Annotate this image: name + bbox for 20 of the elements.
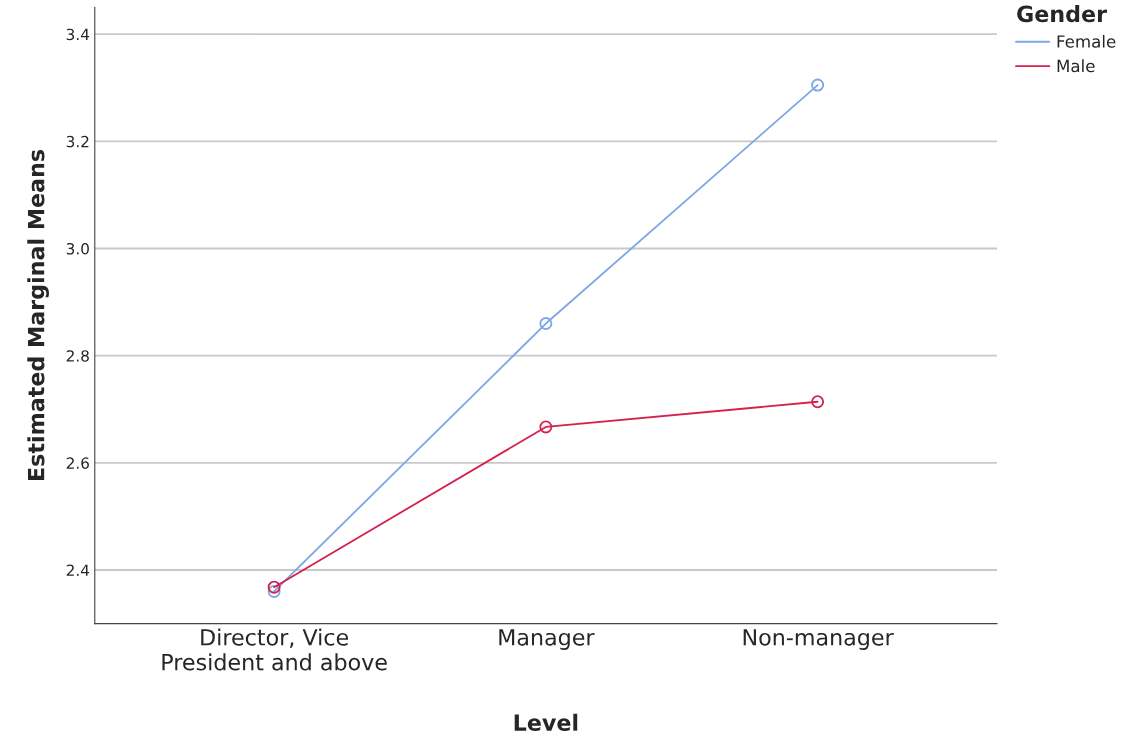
y-tick-label: 3.2 <box>66 135 89 148</box>
y-tick-label: 2.6 <box>66 457 89 469</box>
y-tick-label: 3.0 <box>66 242 89 255</box>
point <box>267 580 281 594</box>
x-tick-label: Manager <box>499 629 595 650</box>
y-tick-label: 2.4 <box>66 564 90 576</box>
point <box>811 395 825 409</box>
y-axis-title: Estimated Marginal Means <box>27 149 49 481</box>
point <box>267 584 281 598</box>
x-tick-label: Director, Vice President and above <box>162 628 387 671</box>
legend-label: Male <box>1057 59 1095 73</box>
legend-label: Female <box>1057 34 1116 48</box>
x-axis-title: Level <box>514 713 578 731</box>
legend-title: Gender <box>1017 5 1107 23</box>
point <box>539 317 553 330</box>
x-tick-label: Non-manager <box>743 629 894 650</box>
y-tick-label: 2.8 <box>66 350 89 362</box>
point <box>811 78 825 92</box>
point <box>539 420 553 434</box>
y-tick-label: 3.4 <box>66 28 90 41</box>
